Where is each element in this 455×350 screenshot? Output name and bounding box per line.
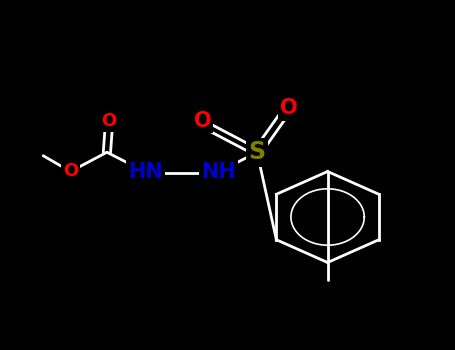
Text: O: O [63, 162, 78, 181]
Text: O: O [101, 112, 117, 130]
Text: O: O [280, 98, 298, 119]
Text: NH: NH [201, 161, 236, 182]
Text: S: S [248, 140, 266, 164]
Text: HN: HN [128, 161, 163, 182]
Text: O: O [194, 111, 211, 131]
